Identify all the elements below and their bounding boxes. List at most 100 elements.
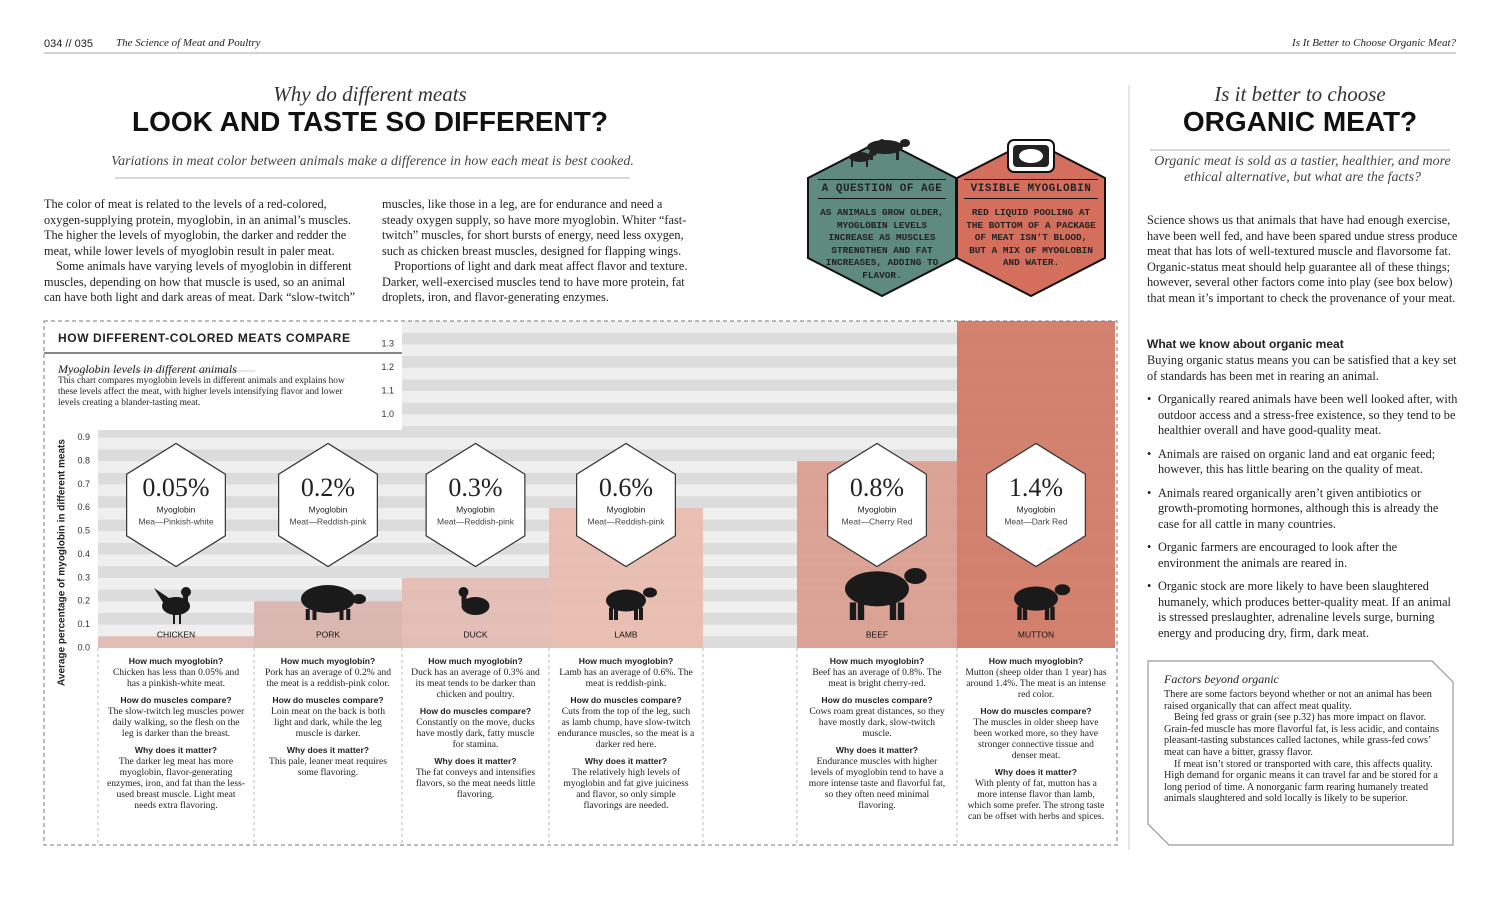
meat-label: Mea—Pinkish-white [138, 516, 213, 526]
y-tick-label: 0.6 [77, 502, 90, 512]
box-paragraph: Being fed grass or grain (see p.32) has … [1164, 712, 1439, 758]
bullet: Organic stock are more likely to have be… [1147, 579, 1459, 641]
bullet-list: Organically reared animals have been wel… [1147, 392, 1459, 649]
value-label: 1.4% [1009, 473, 1063, 502]
value-hexagon [425, 442, 526, 568]
y-tick-label: 1.3 [381, 339, 394, 349]
grid-band [98, 356, 1115, 368]
box-title: Factors beyond organic [1164, 672, 1279, 686]
detail-question: How much myoglobin? [128, 656, 224, 666]
leg [857, 602, 865, 620]
leg [1022, 606, 1028, 620]
bullet: Animals reared organically aren’t given … [1147, 486, 1459, 533]
detail-answer: Duck has an average of 0.3% and its meat… [411, 667, 540, 700]
head [1054, 584, 1071, 596]
category-label: MUTTON [1018, 629, 1054, 639]
detail-answer: This pale, leaner meat requires some fla… [268, 756, 387, 778]
paragraph: Some animals have varying levels of myog… [44, 197, 687, 304]
animal-silhouette [1014, 584, 1071, 620]
grid-band [98, 402, 1115, 415]
measure-label: Myoglobin [607, 504, 646, 514]
detail-answer: Lamb has an average of 0.6%. The meat is… [559, 667, 693, 689]
measure-label: Myoglobin [309, 504, 348, 514]
title-panel [44, 321, 402, 430]
box-frame [1147, 660, 1454, 846]
kicker: Is it better to choose [1214, 82, 1386, 106]
meat-label: Meat—Cherry Red [842, 516, 913, 526]
detail-answer: The darker leg meat has more myoglobin, … [107, 756, 245, 811]
animal-silhouette [845, 568, 927, 620]
body [1014, 586, 1058, 611]
section-title: The Science of Meat and Poultry [116, 37, 261, 49]
body [301, 585, 355, 613]
leg [634, 607, 638, 620]
y-tick-label: 0.7 [77, 479, 90, 489]
category-label: CHICKEN [157, 629, 195, 639]
leg [1050, 606, 1055, 620]
y-tick-label: 0.9 [77, 432, 90, 442]
y-tick-label: 0.2 [77, 596, 90, 606]
y-tick-label: 0.3 [77, 572, 90, 582]
info-title: A QUESTION OF AGE [818, 179, 946, 199]
category-label: PORK [316, 629, 340, 639]
value-label: 0.3% [448, 473, 502, 502]
leg [305, 609, 310, 620]
detail-answer: Pork has an average of 0.2% and the meat… [264, 667, 391, 689]
detail-question: How much myoglobin? [578, 656, 674, 666]
y-tick-label: 0.8 [77, 456, 90, 466]
value-label: 0.6% [599, 473, 653, 502]
body [606, 589, 646, 612]
leg [1044, 606, 1050, 620]
category-label: BEEF [866, 629, 888, 639]
chart-subtitle: Myoglobin levels in different animals [58, 362, 237, 376]
leg [179, 614, 181, 624]
details: How much myoglobin? Mutton (sheep older t… [965, 656, 1107, 822]
detail-question: How do muscles compare? [980, 706, 1092, 716]
intro: Organic meat is sold as a tastier, healt… [1154, 154, 1451, 185]
meat-label: Meat—Reddish-pink [587, 516, 665, 526]
headline: ORGANIC MEAT? [1182, 106, 1418, 137]
y-tick-label: 1.0 [381, 409, 394, 419]
neck [183, 592, 188, 604]
bar [98, 636, 254, 648]
leg [849, 602, 857, 620]
y-tick-label: 0.1 [77, 619, 90, 629]
detail-answer: The relatively high levels of myoglobin … [563, 767, 689, 811]
detail-answer: The slow-twitch leg muscles power daily … [107, 706, 245, 739]
box-outline [1147, 660, 1454, 846]
leg [889, 602, 897, 620]
leg [639, 607, 643, 620]
value-hexagon [827, 442, 927, 568]
detail-question: Why does it matter? [994, 767, 1078, 777]
animal-silhouette [154, 587, 191, 624]
lead-text: Buying organic status means you can be s… [1147, 353, 1457, 383]
paragraph: Proportions of light and dark meat affec… [382, 259, 688, 304]
y-tick-label: 0.5 [77, 526, 90, 536]
detail-answer: Loin meat on the back is both light and … [270, 706, 386, 739]
box-paragraph: If meat isn’t stored or transported with… [1164, 758, 1438, 805]
detail-answer: Cuts from the top of the leg, such as la… [557, 706, 695, 750]
measure-label: Myoglobin [157, 504, 196, 514]
detail-answer: Endurance muscles with higher levels of … [808, 756, 946, 811]
body [845, 571, 909, 607]
box-text: There are some factors beyond whether or… [1164, 689, 1442, 805]
grid-band [98, 332, 1115, 345]
leg [1017, 606, 1022, 620]
body [461, 597, 490, 615]
head [904, 568, 927, 584]
category-label: DUCK [463, 629, 487, 639]
leg [312, 609, 317, 620]
grid-band [98, 379, 1115, 392]
detail-question: How much myoglobin? [829, 656, 925, 666]
measure-label: Myoglobin [858, 504, 897, 514]
info-text: RED LIQUID POOLING AT THE BOTTOM OF A PA… [966, 207, 1096, 268]
bullet: Organically reared animals have been wel… [1147, 392, 1459, 439]
grid-band [98, 426, 1115, 438]
leg [339, 609, 344, 620]
detail-answer: With plenty of fat, mutton has a more in… [967, 778, 1105, 822]
category-label: LAMB [614, 629, 637, 639]
cattle-icon [849, 139, 910, 167]
paragraph: The color of meat is related to the leve… [44, 197, 352, 258]
animal-silhouette [458, 587, 490, 615]
